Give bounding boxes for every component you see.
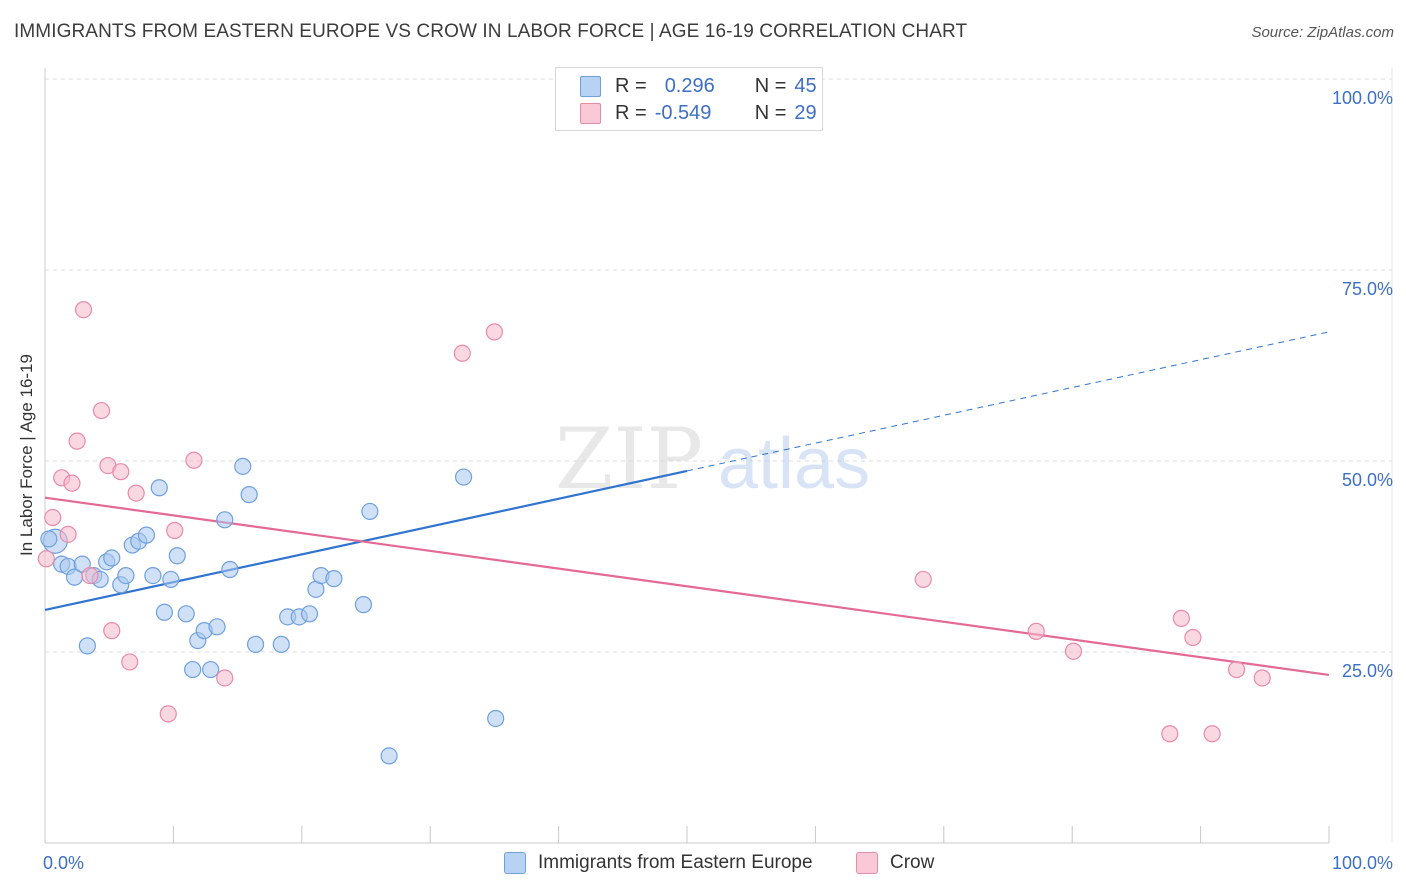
- source-label: Source: ZipAtlas.com: [1251, 24, 1394, 41]
- point-eastern-europe: [150, 479, 168, 497]
- point-crow: [121, 653, 139, 671]
- axes: [44, 68, 1393, 844]
- y-tick-label: 50.0%: [1342, 470, 1393, 490]
- point-crow: [1253, 669, 1271, 687]
- point-crow: [44, 508, 62, 527]
- trend-line-crow: [44, 496, 1330, 677]
- tick-labels: 100.0% 75.0% 50.0% 25.0% 0.0% 100.0%: [43, 88, 1393, 873]
- point-crow: [1064, 642, 1083, 660]
- point-crow: [81, 566, 99, 585]
- point-crow: [63, 474, 81, 492]
- point-crow: [68, 432, 86, 450]
- point-crow: [112, 463, 130, 481]
- legend-label: Crow: [890, 852, 935, 873]
- point-crow: [185, 451, 203, 469]
- point-eastern-europe: [137, 526, 156, 544]
- correlation-legend: R = 0.296 N = 45 R = -0.549 N = 29: [555, 67, 823, 131]
- point-crow: [1172, 609, 1190, 627]
- point-crow: [103, 622, 121, 640]
- point-crow: [914, 570, 932, 589]
- point-eastern-europe: [184, 660, 202, 679]
- trend-lines: [44, 331, 1330, 677]
- point-eastern-europe: [272, 635, 290, 653]
- legend-n-value: 29: [794, 101, 817, 124]
- legend-n-label: N =: [754, 101, 787, 124]
- point-eastern-europe: [361, 502, 379, 521]
- watermark: ZIP atlas: [555, 410, 870, 508]
- point-eastern-europe: [221, 560, 239, 579]
- point-eastern-europe: [168, 547, 186, 565]
- point-eastern-europe: [246, 635, 265, 653]
- x-tick-label: 100.0%: [1332, 853, 1393, 873]
- point-crow: [216, 669, 234, 687]
- point-crow: [74, 301, 93, 319]
- point-crow: [1227, 660, 1246, 679]
- point-eastern-europe: [202, 660, 220, 679]
- point-eastern-europe: [103, 549, 121, 567]
- watermark-zip: ZIP: [555, 410, 703, 508]
- legend-n-value: 45: [794, 74, 817, 97]
- y-tick-label: 100.0%: [1332, 88, 1393, 108]
- legend-r-label: R =: [615, 74, 647, 97]
- series-legend: Immigrants from Eastern Europe Crow: [0, 852, 1406, 878]
- point-crow: [453, 344, 471, 362]
- point-crow: [1184, 628, 1202, 647]
- point-eastern-europe: [487, 709, 505, 728]
- data-points: [37, 70, 1271, 765]
- legend-swatch-blue: [580, 75, 601, 97]
- point-crow: [159, 705, 177, 723]
- legend-r-label: R =: [615, 101, 647, 124]
- legend-n-label: N =: [754, 74, 787, 97]
- y-tick-label: 25.0%: [1342, 661, 1393, 681]
- point-eastern-europe: [240, 486, 258, 504]
- legend-row-pink: R = -0.549 N = 29: [580, 101, 817, 125]
- point-eastern-europe: [162, 570, 180, 589]
- trend-line-eastern-europe: [44, 469, 688, 612]
- point-eastern-europe: [208, 618, 226, 636]
- y-axis-label: In Labor Force | Age 16-19: [17, 354, 36, 556]
- point-eastern-europe: [300, 605, 319, 623]
- point-eastern-europe: [117, 566, 135, 585]
- point-eastern-europe: [234, 457, 252, 475]
- legend-label: Immigrants from Eastern Europe: [538, 852, 813, 873]
- legend-swatch-pink: [856, 852, 878, 874]
- point-eastern-europe: [40, 530, 58, 548]
- legend-item-immigrants: Immigrants from Eastern Europe: [504, 852, 813, 874]
- legend-item-crow: Crow: [856, 852, 934, 874]
- point-crow: [1027, 622, 1045, 640]
- point-eastern-europe: [325, 570, 343, 588]
- x-tick-label: 0.0%: [43, 853, 84, 873]
- chart-title: IMMIGRANTS FROM EASTERN EUROPE VS CROW I…: [14, 21, 968, 42]
- point-eastern-europe: [78, 637, 96, 655]
- point-eastern-europe: [144, 566, 162, 585]
- point-crow: [485, 323, 503, 341]
- point-eastern-europe: [177, 605, 195, 623]
- point-eastern-europe: [454, 468, 473, 486]
- point-crow: [166, 521, 184, 540]
- point-eastern-europe: [155, 603, 174, 621]
- point-eastern-europe: [354, 596, 373, 614]
- legend-row-blue: R = 0.296 N = 45: [580, 74, 817, 98]
- point-crow: [127, 484, 145, 502]
- y-tick-label: 75.0%: [1342, 279, 1393, 299]
- watermark-atlas: atlas: [718, 424, 870, 504]
- point-crow: [1161, 725, 1179, 743]
- point-crow: [92, 401, 111, 420]
- legend-swatch-blue: [504, 852, 526, 874]
- point-crow: [37, 550, 55, 568]
- point-crow: [59, 525, 77, 543]
- legend-r-value: -0.549: [654, 101, 712, 124]
- point-eastern-europe: [216, 511, 234, 529]
- legend-swatch-pink: [580, 102, 601, 124]
- point-eastern-europe: [380, 747, 398, 765]
- point-crow: [1203, 725, 1221, 743]
- legend-r-value: 0.296: [664, 74, 715, 97]
